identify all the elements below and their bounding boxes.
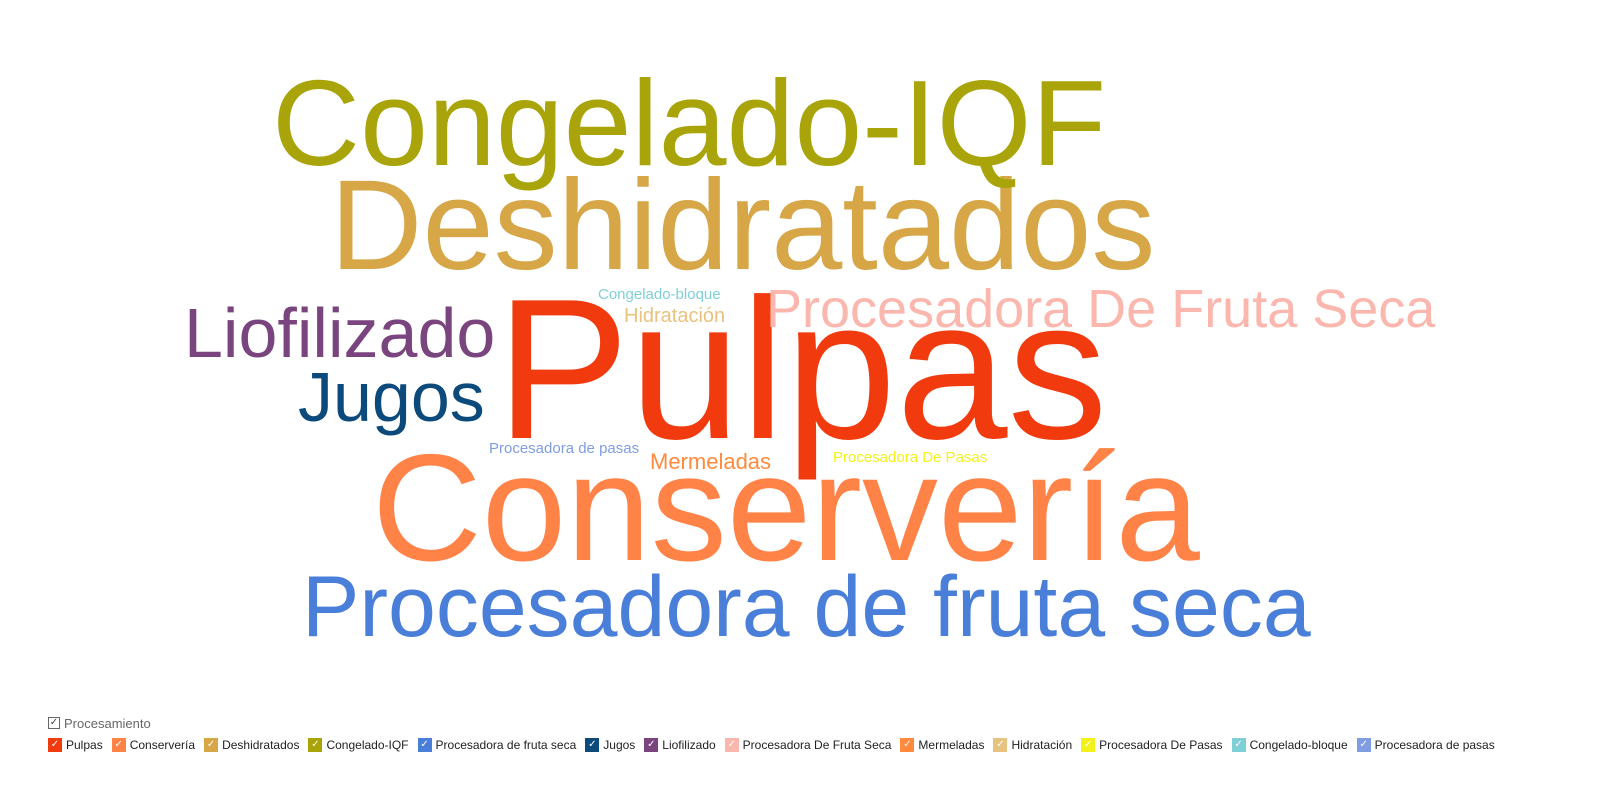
word-deshidratados[interactable]: Deshidratados xyxy=(330,154,1156,297)
legend-swatch-check-icon[interactable]: ✓ xyxy=(417,738,432,752)
legend-swatch-check-icon[interactable]: ✓ xyxy=(1231,738,1246,752)
legend-swatch-check-icon[interactable]: ✓ xyxy=(204,738,219,752)
legend-label: Liofilizado xyxy=(662,738,716,752)
legend-item[interactable]: ✓ Procesadora de fruta seca xyxy=(417,738,577,752)
legend-label: Hidratación xyxy=(1011,738,1073,752)
legend-label: Congelado-bloque xyxy=(1249,738,1348,752)
word-cloud: Pulpas Conservería Deshidratados Congelado-… xyxy=(184,55,1436,655)
word-procesadora-de-fruta-seca[interactable]: Procesadora de fruta seca xyxy=(302,559,1311,655)
legend-swatch-check-icon[interactable]: ✓ xyxy=(724,738,739,752)
word-procesadora-de-pasas[interactable]: Procesadora De Pasas xyxy=(833,449,988,466)
legend-item[interactable]: ✓ Mermeladas xyxy=(900,738,984,752)
legend-label: Congelado-IQF xyxy=(326,738,409,752)
legend-item[interactable]: ✓ Congelado-bloque xyxy=(1231,738,1348,752)
legend-label: Jugos xyxy=(603,738,636,752)
legend-item[interactable]: ✓ Liofilizado xyxy=(644,738,716,752)
legend-swatch-check-icon[interactable]: ✓ xyxy=(585,738,600,752)
legend-label: Procesadora De Pasas xyxy=(1099,738,1223,752)
legend-item[interactable]: ✓ Hidratación xyxy=(993,738,1072,752)
word-congelado-iqf[interactable]: Congelado-IQF xyxy=(272,55,1107,191)
word-liofilizado[interactable]: Liofilizado xyxy=(184,294,496,372)
word-conservería[interactable]: Conservería xyxy=(372,423,1200,593)
word-procesadora-de-fruta-seca[interactable]: Procesadora De Fruta Seca xyxy=(766,279,1436,339)
legend-item[interactable]: ✓ Jugos xyxy=(585,738,635,752)
legend-label: Conservería xyxy=(129,738,196,752)
word-congelado-bloque[interactable]: Congelado-bloque xyxy=(598,286,721,303)
legend-swatch-check-icon[interactable]: ✓ xyxy=(1356,738,1371,752)
legend-label: Pulpas xyxy=(66,738,103,752)
word-jugos[interactable]: Jugos xyxy=(298,358,485,436)
legend-swatch-check-icon[interactable]: ✓ xyxy=(900,738,915,752)
legend-label: Procesadora de pasas xyxy=(1374,738,1495,752)
legend-swatch-check-icon[interactable]: ✓ xyxy=(48,738,62,752)
legend-item[interactable]: ✓ Conservería xyxy=(111,738,196,752)
word-procesadora-de-pasas[interactable]: Procesadora de pasas xyxy=(489,440,640,457)
legend-swatch-check-icon[interactable]: ✓ xyxy=(1081,738,1096,752)
legend-item[interactable]: ✓ Deshidratados xyxy=(204,738,299,752)
legend-header-toggle[interactable]: ✓ Procesamiento xyxy=(48,714,1588,732)
legend-header-checkbox[interactable]: ✓ xyxy=(48,717,60,729)
legend-item[interactable]: ✓ Procesadora de pasas xyxy=(1356,738,1495,752)
legend-swatch-check-icon[interactable]: ✓ xyxy=(111,738,126,752)
legend-swatch-check-icon[interactable]: ✓ xyxy=(644,738,659,752)
legend-item[interactable]: ✓ Pulpas xyxy=(48,738,103,752)
legend-items: ✓ Pulpas ✓ Conservería ✓ Deshidratados ✓ Congel… xyxy=(48,738,1588,752)
legend: ✓ Procesamiento ✓ Pulpas ✓ Conservería ✓ Desh… xyxy=(48,714,1588,752)
legend-swatch-check-icon[interactable]: ✓ xyxy=(308,738,323,752)
legend-label: Deshidratados xyxy=(222,738,300,752)
legend-item[interactable]: ✓ Procesadora De Fruta Seca xyxy=(724,738,892,752)
legend-title: Procesamiento xyxy=(64,715,151,731)
legend-label: Procesadora de fruta seca xyxy=(435,738,577,752)
legend-item[interactable]: ✓ Congelado-IQF xyxy=(308,738,409,752)
word-pulpas[interactable]: Pulpas xyxy=(496,258,1108,481)
legend-label: Procesadora De Fruta Seca xyxy=(742,738,892,752)
word-hidratación[interactable]: Hidratación xyxy=(624,305,726,327)
legend-swatch-check-icon[interactable]: ✓ xyxy=(993,738,1008,752)
legend-item[interactable]: ✓ Procesadora De Pasas xyxy=(1081,738,1223,752)
word-mermeladas[interactable]: Mermeladas xyxy=(650,449,772,474)
legend-label: Mermeladas xyxy=(918,738,985,752)
